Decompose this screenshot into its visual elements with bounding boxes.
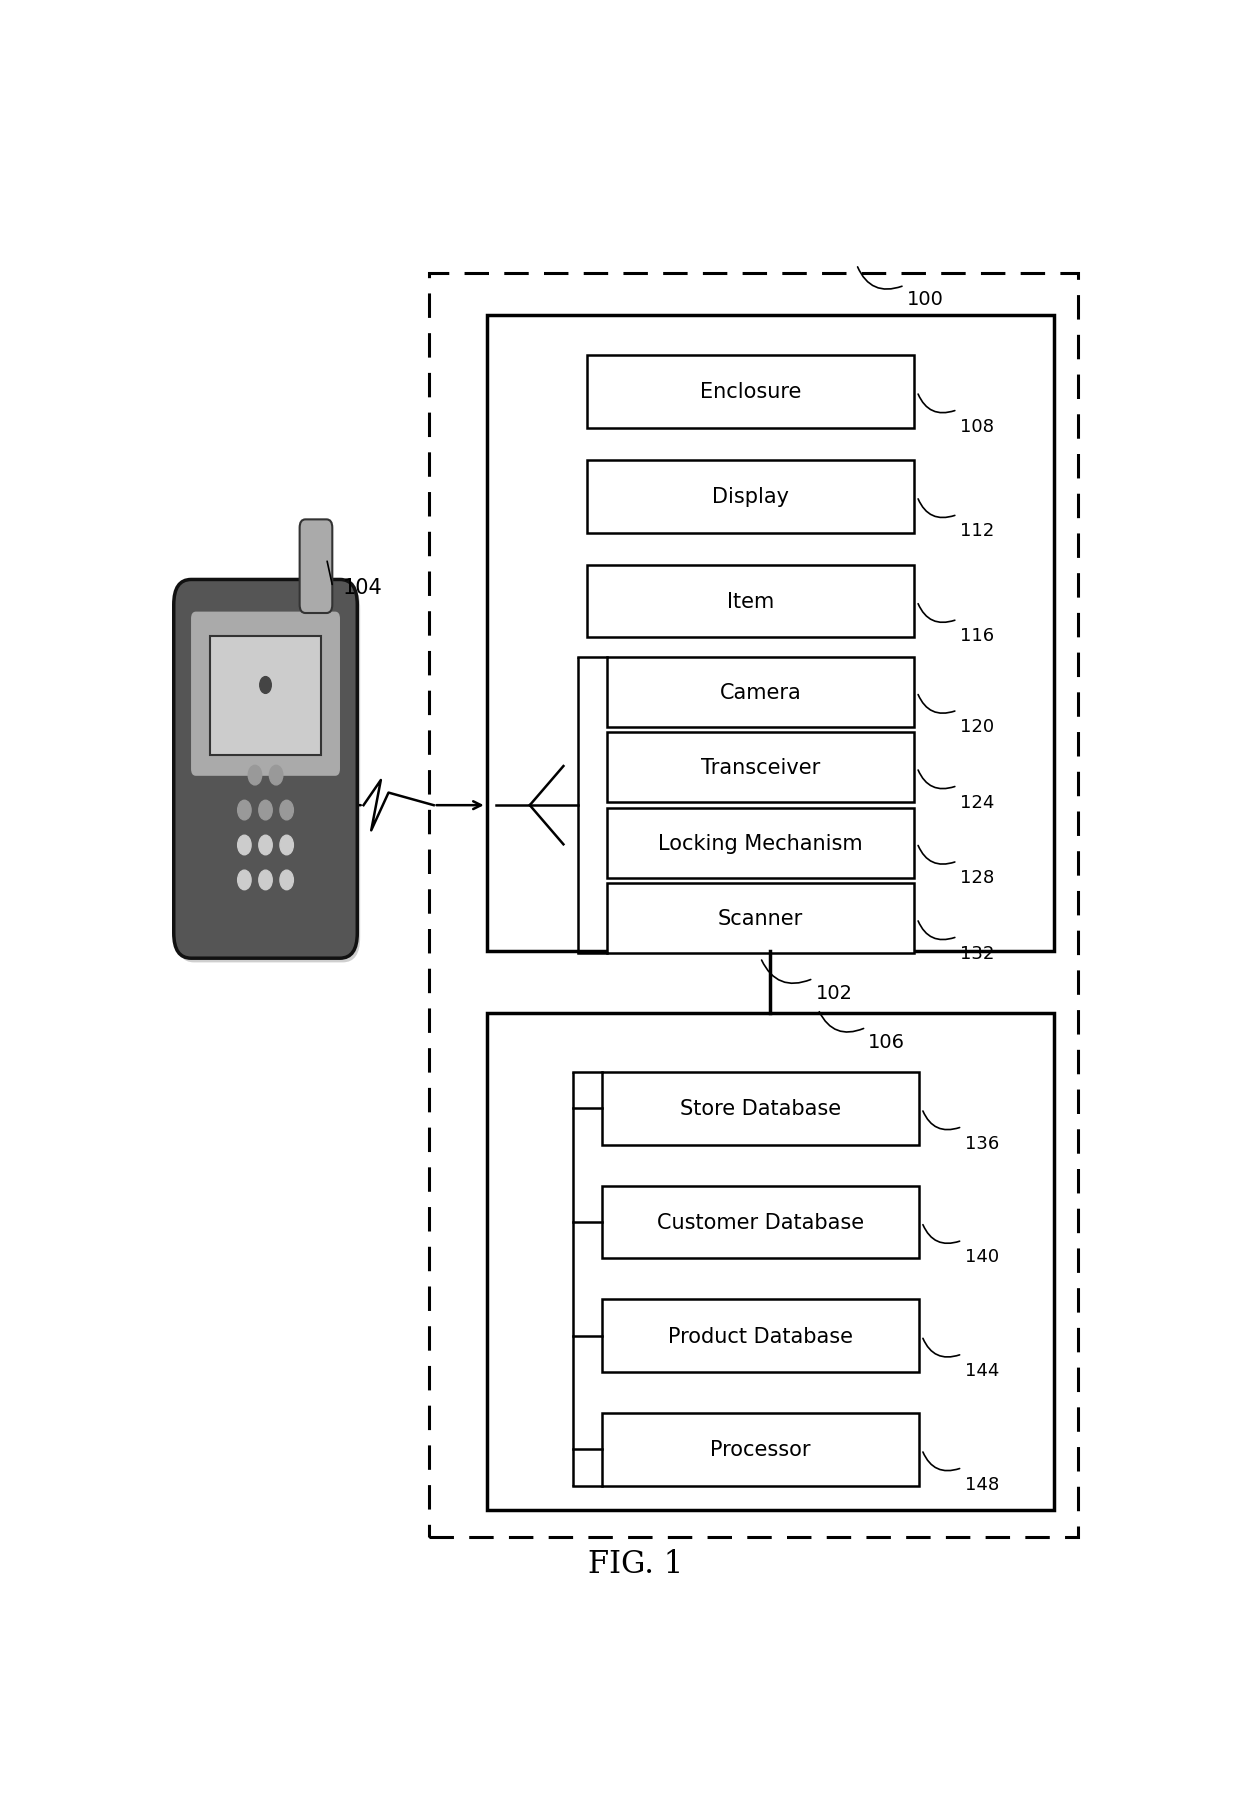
Circle shape: [238, 871, 250, 891]
Bar: [486, 316, 1054, 951]
Text: 104: 104: [342, 579, 382, 599]
Text: 106: 106: [868, 1032, 905, 1050]
Text: 116: 116: [960, 628, 994, 646]
Circle shape: [280, 800, 294, 820]
Text: Camera: Camera: [719, 682, 801, 702]
Text: Item: Item: [727, 591, 775, 611]
Text: 124: 124: [960, 793, 994, 811]
Bar: [606, 883, 914, 954]
Text: 120: 120: [960, 718, 994, 736]
Circle shape: [238, 836, 250, 856]
Text: 128: 128: [960, 869, 994, 887]
Text: Scanner: Scanner: [718, 909, 804, 929]
Bar: [601, 1299, 919, 1373]
Text: 140: 140: [965, 1248, 999, 1266]
Bar: [588, 461, 914, 533]
FancyBboxPatch shape: [176, 584, 360, 963]
Text: FIG. 1: FIG. 1: [588, 1549, 683, 1580]
Text: 100: 100: [906, 290, 944, 310]
FancyBboxPatch shape: [174, 580, 357, 958]
Bar: [588, 356, 914, 428]
Text: 112: 112: [960, 522, 994, 541]
Text: 144: 144: [965, 1360, 999, 1379]
FancyBboxPatch shape: [191, 613, 340, 776]
Text: Product Database: Product Database: [668, 1326, 853, 1346]
Circle shape: [259, 871, 273, 891]
Bar: [601, 1072, 919, 1145]
Text: Store Database: Store Database: [680, 1099, 841, 1119]
Bar: [606, 733, 914, 804]
Text: 132: 132: [960, 943, 994, 961]
FancyBboxPatch shape: [300, 521, 332, 613]
Circle shape: [259, 677, 272, 695]
Text: Enclosure: Enclosure: [701, 383, 801, 403]
Bar: [606, 658, 914, 727]
Bar: [606, 809, 914, 878]
Text: 108: 108: [960, 417, 994, 435]
Bar: [486, 1014, 1054, 1509]
Circle shape: [238, 800, 250, 820]
Text: 148: 148: [965, 1475, 999, 1493]
Circle shape: [259, 800, 273, 820]
Circle shape: [259, 836, 273, 856]
Bar: [601, 1413, 919, 1486]
Bar: [588, 566, 914, 639]
Bar: [211, 637, 321, 755]
Bar: [429, 274, 1078, 1538]
Circle shape: [280, 871, 294, 891]
Circle shape: [269, 766, 283, 785]
Text: Customer Database: Customer Database: [657, 1212, 864, 1232]
Text: Processor: Processor: [711, 1440, 811, 1460]
Bar: [601, 1186, 919, 1259]
Text: Display: Display: [712, 486, 790, 508]
Circle shape: [280, 836, 294, 856]
Text: 102: 102: [816, 983, 853, 1001]
Circle shape: [248, 766, 262, 785]
Text: 136: 136: [965, 1134, 999, 1152]
Text: Transceiver: Transceiver: [701, 758, 820, 778]
Text: Locking Mechanism: Locking Mechanism: [658, 833, 863, 853]
